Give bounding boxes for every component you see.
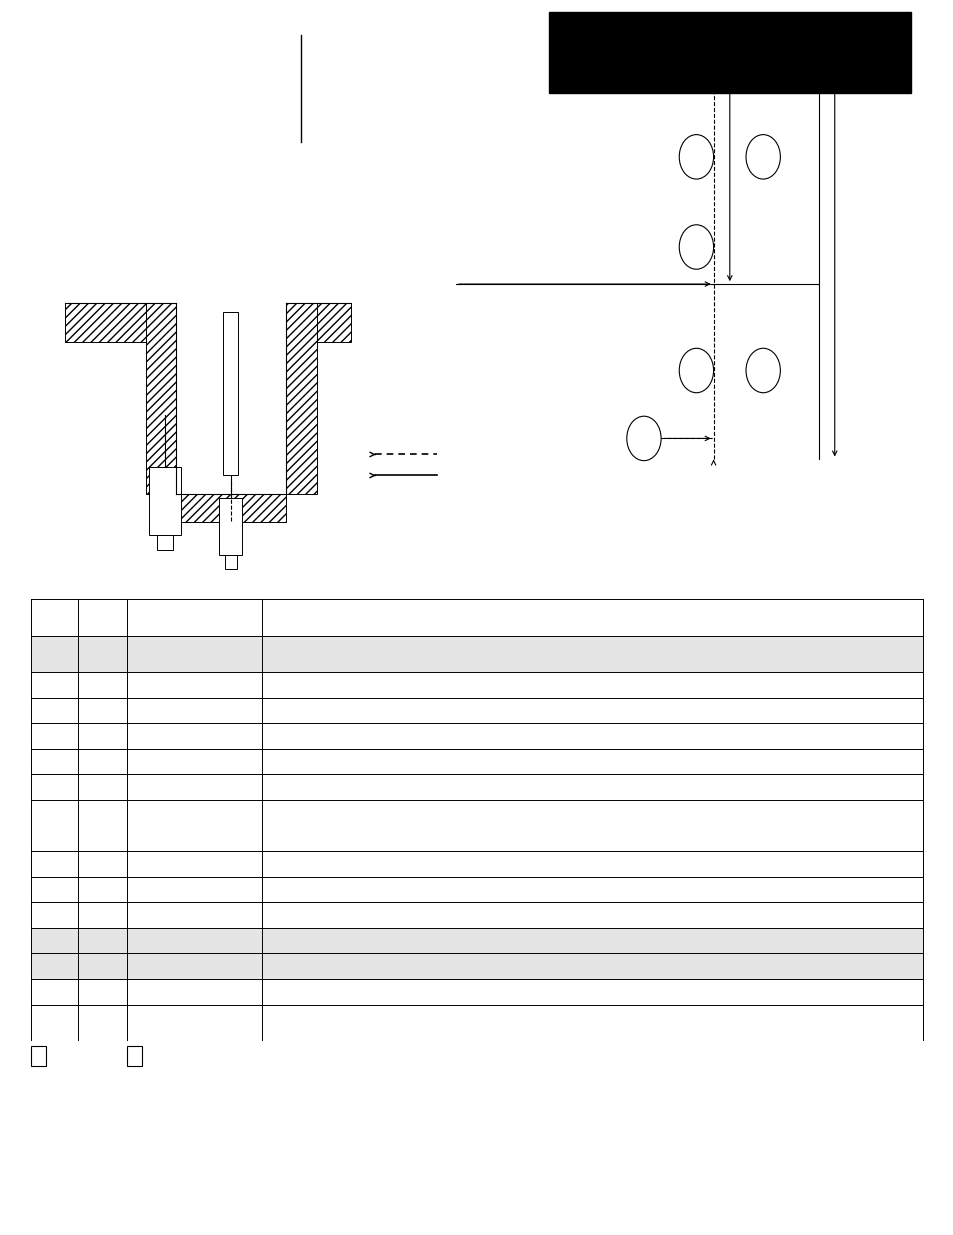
Bar [127,1046,142,1066]
Bar [286,303,351,342]
Bar [157,535,172,550]
Bar [30,636,923,672]
Bar [30,953,923,979]
Bar [30,927,923,953]
Bar [548,12,910,93]
Bar [65,303,176,342]
Bar [176,494,286,521]
Bar [225,555,236,569]
Bar [219,498,242,555]
Bar [223,312,238,475]
Bar [146,303,176,494]
Bar [286,303,316,494]
Bar [30,1046,46,1066]
Bar [149,467,180,535]
